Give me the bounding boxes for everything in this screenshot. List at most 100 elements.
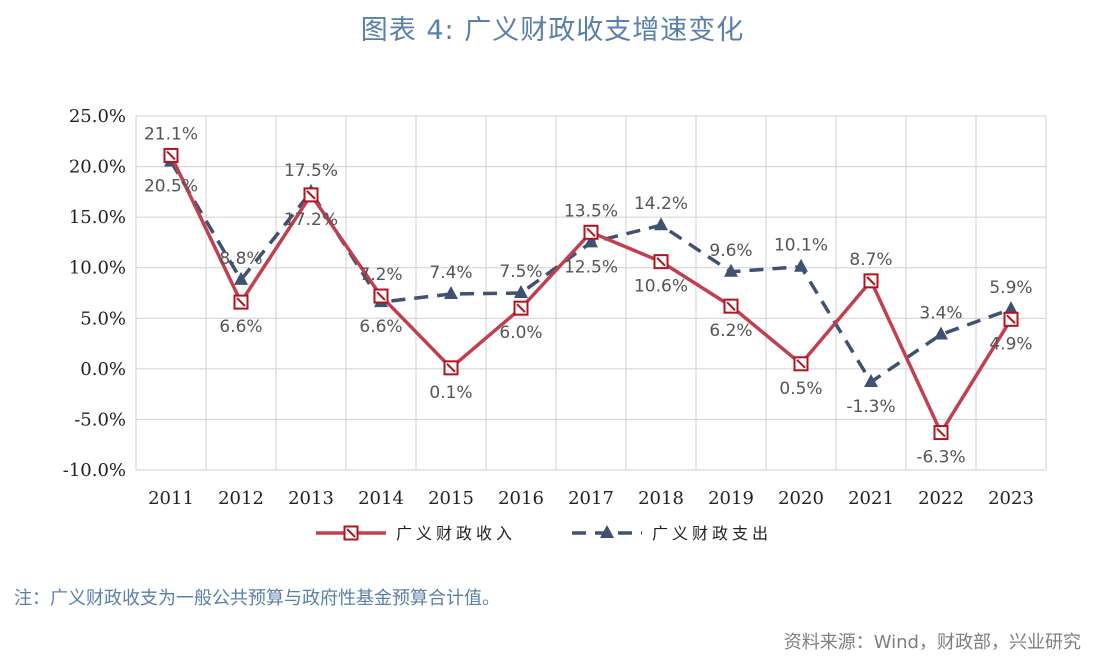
data-label: 6.2% [709,321,752,341]
expenditure-point [1004,301,1018,315]
data-label: 3.4% [919,303,962,323]
series-layer [163,147,1019,441]
expenditure-point [444,286,458,300]
legend-item-income: 广义财政收入 [316,524,516,543]
y-tick-label: 15.0% [69,207,126,228]
income-point [653,254,669,270]
data-label: 8.7% [849,250,892,270]
expenditure-point [794,258,808,272]
data-label: 10.1% [774,236,828,256]
data-label: 9.6% [709,241,752,261]
data-label: 4.9% [989,334,1032,354]
x-tick-label: 2013 [288,488,334,509]
data-label: 0.1% [429,383,472,403]
y-tick-label: 10.0% [69,258,126,279]
income-point [583,224,599,240]
income-point [303,187,319,203]
data-label: 12.5% [564,257,618,277]
data-label: -6.3% [916,448,965,468]
legend-item-expenditure: 广义财政支出 [572,524,772,543]
income-point [443,360,459,376]
income-marker-hatch [516,303,526,313]
grid-lines [135,115,1047,471]
data-label: 20.5% [144,177,198,197]
y-tick-label: -5.0% [74,409,126,430]
expenditure-point [514,285,528,298]
income-marker-hatch [866,276,876,286]
expenditure-point [654,217,668,231]
x-tick-label: 2021 [848,488,894,509]
data-label: 10.6% [634,277,688,297]
y-tick-label: 5.0% [80,308,126,329]
data-label: 6.0% [499,323,542,343]
expenditure-point [724,263,738,277]
data-label: 13.5% [564,201,618,221]
line-chart: -10.0%-5.0%0.0%5.0%10.0%15.0%20.0%25.0% … [63,106,1047,543]
x-tick-label: 2019 [708,488,754,509]
legend: 广义财政收入 广义财政支出 [316,524,772,543]
expenditure-point [864,374,878,388]
chart-note: 注：广义财政收支为一般公共预算与政府性基金预算合计值。 [14,588,500,609]
x-tick-label: 2023 [988,488,1034,509]
income-line [169,154,1013,435]
income-point [863,273,879,289]
x-tick-label: 2020 [778,488,824,509]
data-label: 21.1% [144,124,198,144]
legend-expenditure-marker [600,525,614,538]
y-tick-label: -10.0% [63,460,126,481]
data-label: 6.6% [219,317,262,337]
income-marker-hatch [376,291,386,301]
income-point [1003,311,1019,327]
income-point [373,288,389,304]
income-marker-hatch [936,427,946,438]
income-point [723,298,739,314]
y-tick-label: 20.0% [69,157,126,178]
income-marker-hatch [446,363,456,373]
x-tick-label: 2012 [218,488,264,509]
legend-income-label: 广义财政收入 [396,524,516,543]
income-marker-hatch [656,256,666,267]
x-axis-ticks: 2011 2012 2013 2014 2015 2016 2017 2018 2019 2020… [148,488,1034,509]
y-tick-label: 25.0% [69,106,126,127]
income-point [793,356,809,372]
data-label: 5.9% [989,278,1032,298]
income-marker-hatch [796,359,806,369]
data-label: 0.5% [779,379,822,399]
expenditure-point [934,326,948,340]
expenditure-point [584,234,598,248]
income-marker-hatch [586,227,596,238]
data-label: 17.2% [284,210,338,230]
y-tick-label: 0.0% [80,359,126,380]
plot-border [135,115,1047,471]
income-point [513,300,529,316]
y-axis-ticks: -10.0% -5.0% 0.0% 5.0% 10.0% 15.0% 20.0% 25.0% [63,106,126,481]
income-point [163,147,179,163]
income-marker-hatch [236,297,246,307]
chart-source: 资料来源：Wind，财政部，兴业研究 [783,632,1081,653]
chart-title: 图表 4: 广义财政收支增速变化 [360,15,745,46]
legend-expenditure-label: 广义财政支出 [652,524,772,543]
income-marker-hatch [166,150,176,161]
x-tick-label: 2015 [428,488,474,509]
data-label: 6.6% [359,317,402,337]
expenditure-point [234,271,248,285]
legend-income-hatch [346,528,356,538]
income-marker-hatch [306,190,316,200]
data-label: 17.5% [284,161,338,181]
x-tick-label: 2018 [638,488,684,509]
x-tick-label: 2017 [568,488,614,509]
data-labels-layer: 21.1% 20.5% 6.6% 8.8% 17.2% 17.5% 7.2% 6.6% 0.1%… [144,124,1033,467]
income-point [233,294,249,310]
data-label: 7.4% [429,263,472,283]
data-label: 7.2% [359,265,402,285]
income-marker-hatch [726,301,736,311]
x-tick-label: 2016 [498,488,544,509]
data-label: 14.2% [634,194,688,214]
data-label: 8.8% [219,249,262,269]
x-tick-label: 2014 [358,488,404,509]
income-point [933,425,949,441]
data-label: 7.5% [499,262,542,282]
x-tick-label: 2011 [148,488,194,509]
x-tick-label: 2022 [918,488,964,509]
data-label: -1.3% [846,397,895,417]
